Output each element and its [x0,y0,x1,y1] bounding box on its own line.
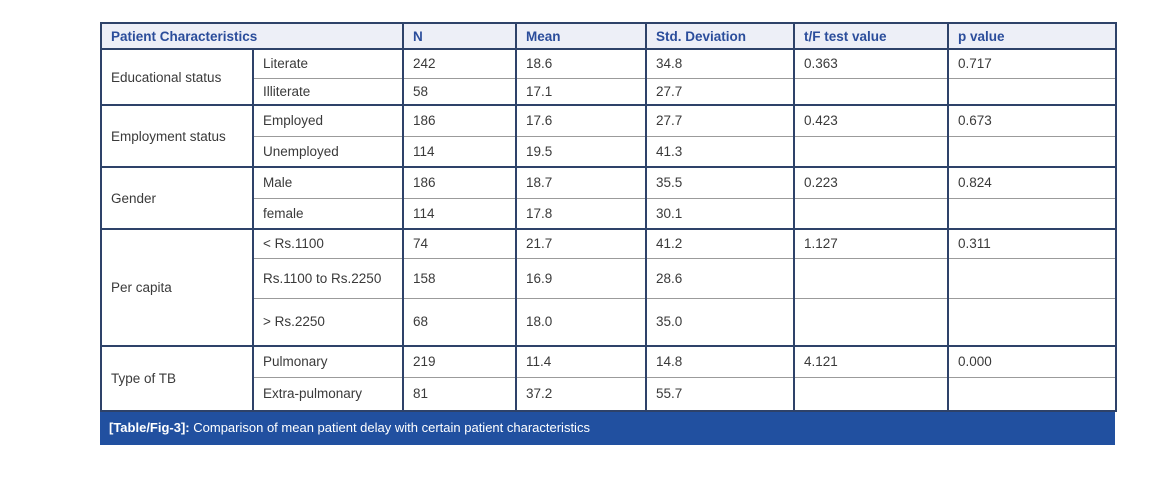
mean-cell: 19.5 [515,135,647,167]
header-n: N [402,23,517,50]
category-cell: Rs.1100 to Rs.2250 [252,257,404,298]
table-row: Extra-pulmonary 81 37.2 55.7 [101,376,1117,411]
header-mean: Mean [515,23,647,50]
table-caption: [Table/Fig-3]: Comparison of mean patien… [100,412,1115,445]
std-cell: 34.8 [645,48,795,78]
table-caption-tag: [Table/Fig-3]: [109,420,190,435]
mean-cell: 17.6 [515,104,647,136]
table-row: Educational status Literate 242 18.6 34.… [100,48,1117,105]
p-value-cell [947,135,1117,167]
p-value-cell: 0.000 [947,345,1117,377]
category-cell: > Rs.2250 [252,297,404,346]
table-fig-3: Patient Characteristics N Mean Std. Devi… [100,22,1117,445]
patient-characteristics-table: Patient Characteristics N Mean Std. Devi… [100,22,1117,412]
p-value-cell: 0.824 [947,166,1117,198]
mean-cell: 18.6 [515,48,647,78]
n-cell: 186 [402,104,517,136]
std-cell: 27.7 [645,77,795,105]
p-value-cell [947,376,1117,411]
std-cell: 35.0 [645,297,795,346]
mean-cell: 37.2 [515,376,647,411]
group-label-educational-status: Educational status [100,48,254,105]
category-cell: < Rs.1100 [252,228,404,258]
category-cell: Literate [252,48,404,78]
n-cell: 68 [402,297,517,346]
p-value-cell: 0.717 [947,48,1117,78]
n-cell: 219 [402,345,517,377]
mean-cell: 18.0 [515,297,647,346]
mean-cell: 21.7 [515,228,647,258]
mean-cell: 17.1 [515,77,647,105]
group-label-per-capita: Per capita [100,228,254,346]
std-cell: 35.5 [645,166,795,198]
std-cell: 30.1 [645,197,795,229]
test-value-cell [793,77,949,105]
table-row: female 114 17.8 30.1 [101,197,1117,229]
std-cell: 14.8 [645,345,795,377]
test-value-cell [793,297,949,346]
p-value-cell [947,197,1117,229]
n-cell: 114 [402,135,517,167]
test-value-cell [793,197,949,229]
n-cell: 114 [402,197,517,229]
test-value-cell: 0.423 [793,104,949,136]
mean-cell: 17.8 [515,197,647,229]
header-patient-characteristics: Patient Characteristics [100,23,404,50]
category-cell: Unemployed [252,135,404,167]
mean-cell: 16.9 [515,257,647,298]
header-p-value: p value [947,23,1117,50]
test-value-cell [793,376,949,411]
n-cell: 58 [402,77,517,105]
std-cell: 55.7 [645,376,795,411]
table-caption-text: Comparison of mean patient delay with ce… [189,420,590,435]
header-std-deviation: Std. Deviation [645,23,795,50]
p-value-cell [947,77,1117,105]
n-cell: 242 [402,48,517,78]
category-cell: Extra-pulmonary [252,376,404,411]
std-cell: 41.2 [645,228,795,258]
category-cell: Illiterate [252,77,404,105]
std-cell: 41.3 [645,135,795,167]
p-value-cell [947,257,1117,298]
group-label-type-of-tb: Type of TB [100,345,254,411]
test-value-cell: 1.127 [793,228,949,258]
n-cell: 74 [402,228,517,258]
test-value-cell: 4.121 [793,345,949,377]
mean-cell: 18.7 [515,166,647,198]
table-row: Type of TB Pulmonary 219 11.4 14.8 4.121… [100,345,1117,411]
p-value-cell [947,297,1117,346]
test-value-cell [793,135,949,167]
group-label-gender: Gender [100,166,254,229]
std-cell: 28.6 [645,257,795,298]
category-cell: female [252,197,404,229]
mean-cell: 11.4 [515,345,647,377]
test-value-cell: 0.223 [793,166,949,198]
header-tf-test-value: t/F test value [793,23,949,50]
n-cell: 81 [402,376,517,411]
table-row: > Rs.2250 68 18.0 35.0 [101,297,1117,346]
n-cell: 158 [402,257,517,298]
test-value-cell: 0.363 [793,48,949,78]
table-row: Illiterate 58 17.1 27.7 [101,77,1117,105]
table-header-row: Patient Characteristics N Mean Std. Devi… [100,23,1117,50]
table-row: Employment status Employed 186 17.6 27.7… [100,104,1117,167]
group-label-employment-status: Employment status [100,104,254,167]
n-cell: 186 [402,166,517,198]
test-value-cell [793,257,949,298]
category-cell: Male [252,166,404,198]
category-cell: Pulmonary [252,345,404,377]
table-row: Unemployed 114 19.5 41.3 [101,135,1117,167]
table-row: Per capita < Rs.1100 74 21.7 41.2 1.127 … [100,228,1117,346]
category-cell: Employed [252,104,404,136]
p-value-cell: 0.311 [947,228,1117,258]
p-value-cell: 0.673 [947,104,1117,136]
table-row: Gender Male 186 18.7 35.5 0.223 0.824 [100,166,1117,229]
table-row: Rs.1100 to Rs.2250 158 16.9 28.6 [101,257,1117,298]
std-cell: 27.7 [645,104,795,136]
